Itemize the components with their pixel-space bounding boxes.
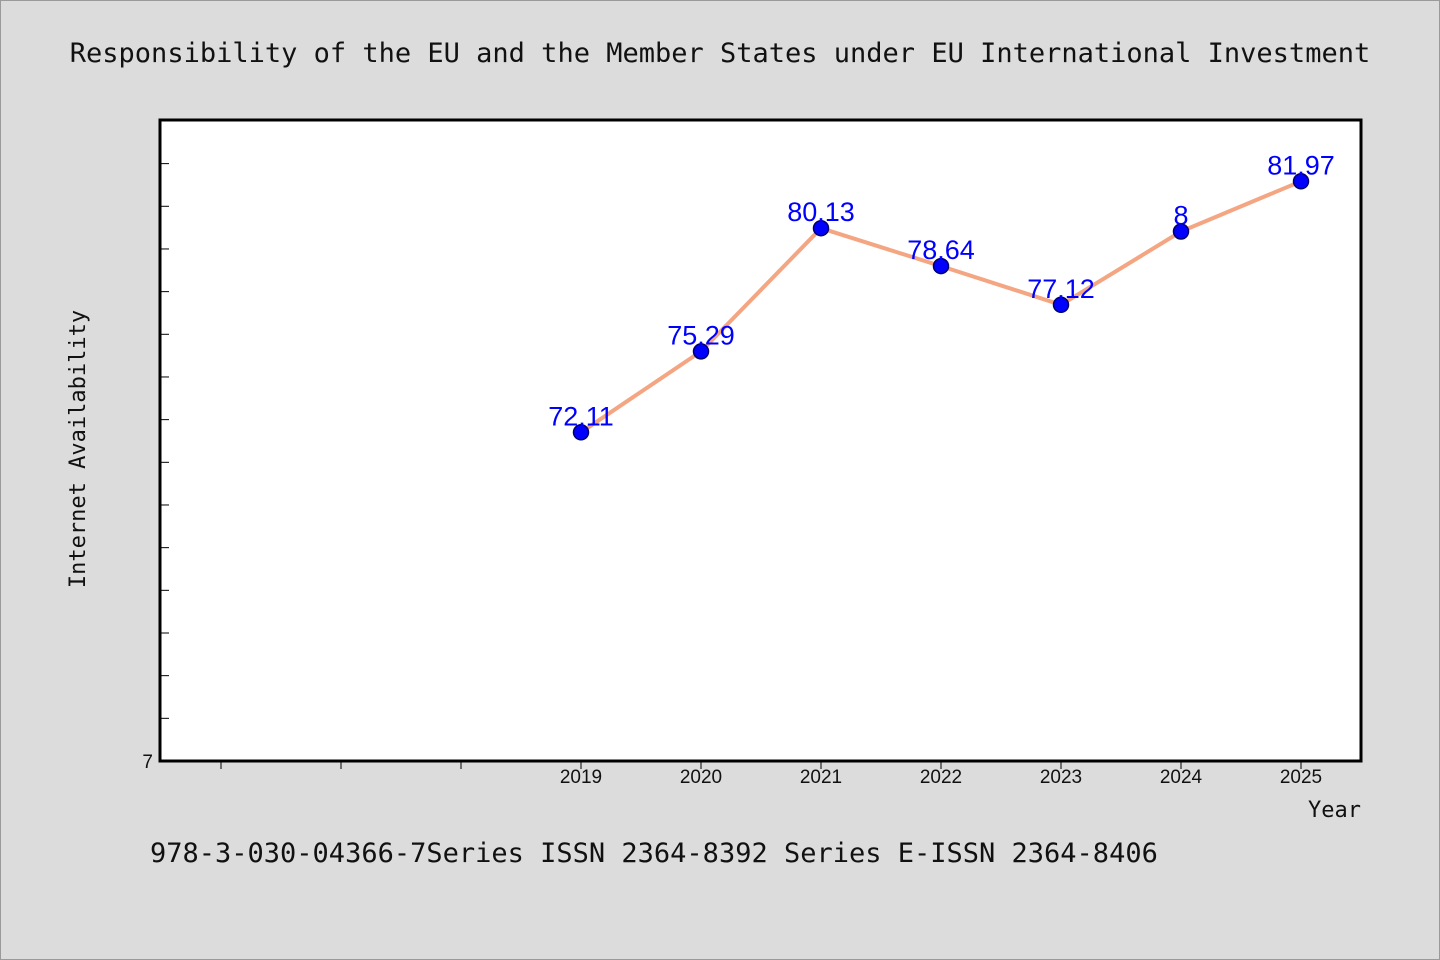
x-tick-label: 2025 (1280, 767, 1322, 788)
data-point (1172, 223, 1190, 240)
x-axis-ticks (220, 761, 1302, 769)
x-tick-labels: 2019 2020 2021 2022 2023 2024 2025 (560, 767, 1322, 788)
y-axis-label: Internet Availability (66, 310, 91, 588)
data-point (692, 343, 710, 360)
y-tick-label: 7 (142, 752, 153, 773)
series: 72.11 75.29 80.13 78.64 77.12 8 81.97 (548, 150, 1335, 441)
data-point (932, 257, 950, 275)
x-tick-label: 2022 (920, 767, 962, 788)
data-point (1292, 173, 1310, 190)
data-label: 81.97 (1267, 150, 1335, 180)
data-label: 8 (1173, 201, 1188, 231)
data-point (1052, 296, 1070, 314)
plot-area (158, 118, 1363, 763)
x-axis-label: Year (1308, 798, 1361, 823)
x-tick-label: 2020 (680, 767, 722, 788)
data-label: 72.11 (548, 401, 614, 431)
x-tick-label: 2019 (560, 767, 602, 788)
y-axis-ticks (161, 163, 169, 762)
footer-isbn-text: 978-3-030-04366-7Series ISSN 2364-8392 S… (150, 838, 1158, 869)
data-label: 77.12 (1027, 274, 1095, 304)
data-label: 78.64 (907, 235, 975, 265)
x-tick-label: 2024 (1160, 767, 1203, 788)
data-label: 75.29 (667, 320, 735, 350)
chart-title: Responsibility of the EU and the Member … (70, 38, 1370, 69)
x-tick-label: 2023 (1040, 767, 1082, 788)
data-point (572, 424, 590, 441)
x-tick-label: 2021 (800, 767, 842, 788)
data-label: 80.13 (787, 197, 855, 227)
data-point (812, 219, 830, 237)
